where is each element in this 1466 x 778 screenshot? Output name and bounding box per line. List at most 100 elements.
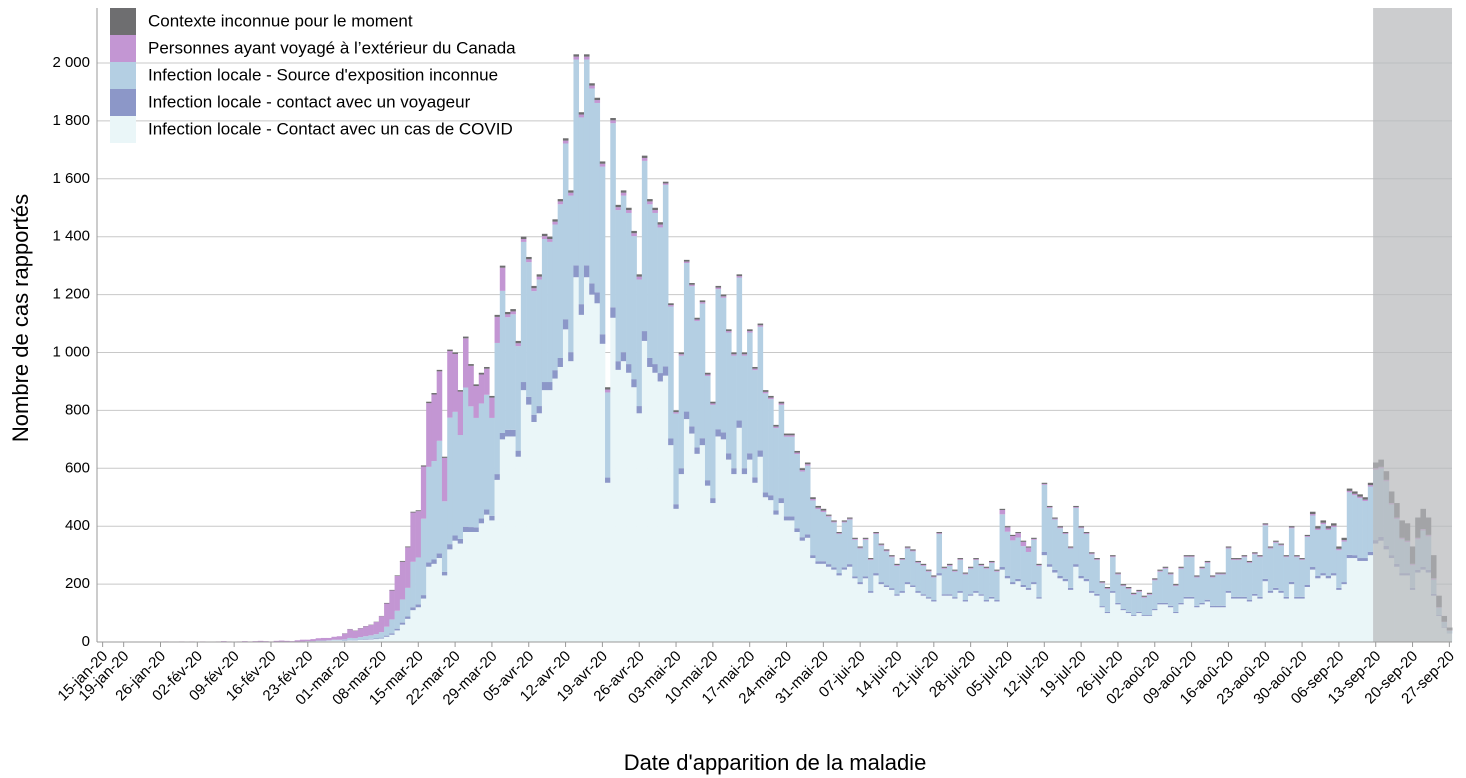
bar-segment — [1273, 541, 1279, 543]
bar-segment — [531, 421, 537, 642]
legend-swatch — [110, 89, 136, 116]
bar-segment — [1225, 548, 1232, 591]
bar-segment — [704, 375, 711, 481]
bar-segment — [736, 277, 743, 421]
bar-segment — [1183, 596, 1190, 599]
bar-segment — [1157, 571, 1163, 603]
bar-segment — [1215, 572, 1221, 574]
bar-segment — [573, 56, 580, 60]
bar-segment — [431, 394, 437, 462]
bar-segment — [910, 551, 916, 586]
bar-segment — [952, 597, 958, 599]
bar-segment — [1283, 556, 1290, 558]
bar-segment — [1131, 615, 1137, 616]
bar-segment — [668, 438, 674, 446]
bar-segment — [715, 289, 722, 430]
bar-segment — [520, 390, 527, 642]
bar-segment — [1199, 568, 1206, 603]
bar-segment — [1204, 560, 1211, 563]
bar-segment — [831, 522, 837, 568]
bar-segment — [699, 445, 706, 642]
bar-segment — [1073, 564, 1079, 567]
bar-segment — [468, 531, 474, 642]
bar-segment — [626, 212, 632, 365]
bar-segment — [804, 534, 811, 538]
bar-segment — [573, 277, 580, 642]
bar-segment — [683, 411, 690, 420]
bar-segment — [347, 637, 353, 640]
bar-segment — [605, 477, 611, 483]
bar-segment — [768, 500, 774, 642]
bar-segment — [515, 456, 522, 642]
bar-segment — [862, 578, 869, 642]
bar-segment — [1141, 615, 1148, 642]
bar-segment — [547, 382, 553, 391]
bar-segment — [1236, 598, 1242, 642]
bar-segment — [478, 403, 485, 519]
bar-segment — [1299, 598, 1306, 642]
bar-segment — [552, 221, 558, 225]
bar-segment — [1015, 531, 1021, 534]
bar-segment — [1146, 615, 1153, 642]
bar-segment — [310, 639, 316, 642]
bar-segment — [946, 565, 953, 595]
bar-segment — [778, 503, 785, 642]
bar-segment — [473, 531, 480, 642]
bar-segment — [931, 576, 937, 578]
bar-segment — [1136, 613, 1142, 642]
bar-segment — [352, 640, 359, 642]
bar-segment — [768, 395, 774, 398]
bar-segment — [799, 540, 806, 642]
bar-segment — [1210, 605, 1216, 608]
bar-segment — [620, 192, 627, 196]
bar-segment — [715, 285, 722, 288]
bar-segment — [499, 432, 506, 440]
bar-segment — [373, 639, 380, 642]
bar-segment — [862, 538, 869, 540]
bar-segment — [1110, 592, 1116, 642]
bar-segment — [1278, 543, 1284, 545]
bar-segment — [1231, 598, 1237, 642]
bar-segment — [794, 531, 800, 642]
bar-segment — [599, 334, 606, 344]
bar-segment — [925, 598, 932, 642]
bar-segment — [1110, 556, 1116, 558]
bar-segment — [815, 561, 822, 564]
bar-segment — [1241, 598, 1248, 642]
bar-segment — [420, 466, 427, 519]
bar-segment — [341, 639, 348, 641]
bar-segment — [925, 570, 932, 572]
bar-segment — [931, 575, 937, 577]
bar-segment — [1315, 526, 1321, 529]
bar-segment — [436, 369, 443, 372]
bar-segment — [1010, 536, 1016, 541]
bar-segment — [1015, 581, 1021, 642]
bar-segment — [1304, 586, 1311, 642]
bar-segment — [1304, 534, 1311, 537]
bar-segment — [1357, 496, 1363, 499]
bar-segment — [1241, 555, 1248, 557]
bar-segment — [741, 355, 748, 469]
bar-segment — [852, 538, 858, 540]
bar-segment — [420, 598, 427, 642]
bar-segment — [673, 508, 679, 642]
bar-segment — [973, 558, 979, 560]
bar-segment — [757, 325, 764, 327]
bar-segment — [1352, 555, 1358, 559]
bar-segment — [415, 510, 422, 512]
bar-segment — [641, 340, 648, 642]
bar-segment — [652, 372, 658, 642]
bar-segment — [883, 586, 890, 642]
bar-segment — [1178, 567, 1185, 569]
bar-segment — [1089, 592, 1095, 642]
bar-segment — [1025, 546, 1032, 548]
y-tick-label: 200 — [65, 575, 90, 592]
bar-segment — [741, 474, 748, 642]
bar-segment — [520, 236, 527, 240]
bar-segment — [1294, 596, 1300, 599]
bar-segment — [1352, 491, 1358, 494]
bar-segment — [1046, 505, 1053, 508]
bar-segment — [1162, 602, 1169, 605]
bar-segment — [515, 450, 522, 457]
bar-segment — [1299, 596, 1306, 599]
